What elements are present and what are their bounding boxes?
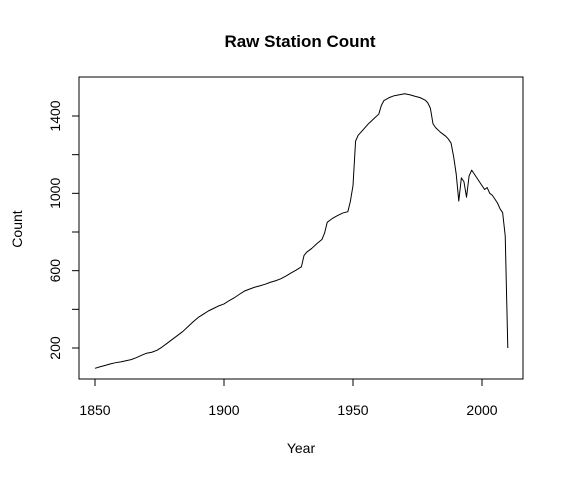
x-tick-label: 1950 — [337, 402, 368, 418]
x-tick-label: 2000 — [466, 402, 497, 418]
x-axis: 1850 1900 1950 2000 — [79, 378, 498, 418]
y-tick-label: 1400 — [47, 100, 63, 131]
x-tick-label: 1900 — [208, 402, 239, 418]
station-count-line — [94, 93, 509, 369]
plot-layer — [94, 93, 509, 369]
chart-title: Raw Station Count — [224, 32, 375, 51]
plot-area-frame — [78, 76, 524, 380]
y-tick-label: 200 — [47, 336, 63, 360]
y-tick-label: 1000 — [47, 178, 63, 209]
y-axis-label: Count — [9, 210, 25, 247]
x-axis-label: Year — [287, 440, 316, 456]
y-tick-label: 600 — [47, 259, 63, 283]
x-tick-label: 1850 — [79, 402, 110, 418]
y-axis: 200 600 1000 1400 — [47, 100, 80, 360]
